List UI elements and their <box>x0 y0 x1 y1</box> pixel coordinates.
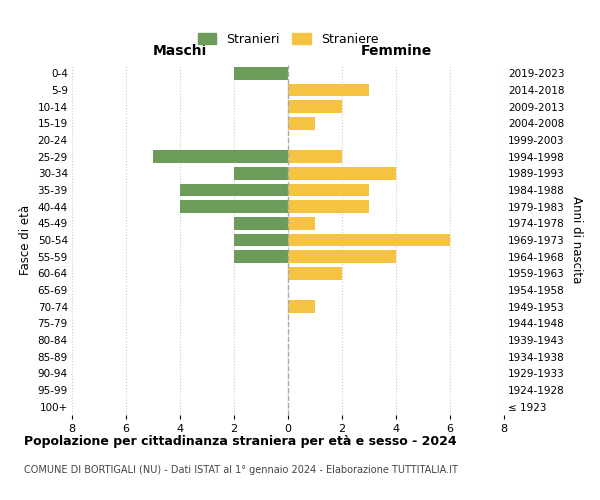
Bar <box>288 300 315 313</box>
Bar <box>153 150 288 163</box>
Bar <box>288 200 369 213</box>
Bar <box>234 250 288 263</box>
Legend: Stranieri, Straniere: Stranieri, Straniere <box>194 29 382 50</box>
Bar <box>288 234 450 246</box>
Y-axis label: Anni di nascita: Anni di nascita <box>571 196 583 284</box>
Bar <box>234 217 288 230</box>
Bar <box>288 117 315 130</box>
Bar <box>234 234 288 246</box>
Bar <box>180 184 288 196</box>
Text: Femmine: Femmine <box>361 44 431 58</box>
Bar <box>288 150 342 163</box>
Bar <box>288 84 369 96</box>
Text: Popolazione per cittadinanza straniera per età e sesso - 2024: Popolazione per cittadinanza straniera p… <box>24 435 457 448</box>
Bar <box>288 167 396 179</box>
Bar <box>288 267 342 280</box>
Bar <box>234 167 288 179</box>
Y-axis label: Fasce di età: Fasce di età <box>19 205 32 275</box>
Bar <box>180 200 288 213</box>
Text: Maschi: Maschi <box>153 44 207 58</box>
Bar <box>288 184 369 196</box>
Text: COMUNE DI BORTIGALI (NU) - Dati ISTAT al 1° gennaio 2024 - Elaborazione TUTTITAL: COMUNE DI BORTIGALI (NU) - Dati ISTAT al… <box>24 465 458 475</box>
Bar <box>288 250 396 263</box>
Bar <box>288 217 315 230</box>
Bar <box>234 67 288 80</box>
Bar <box>288 100 342 113</box>
